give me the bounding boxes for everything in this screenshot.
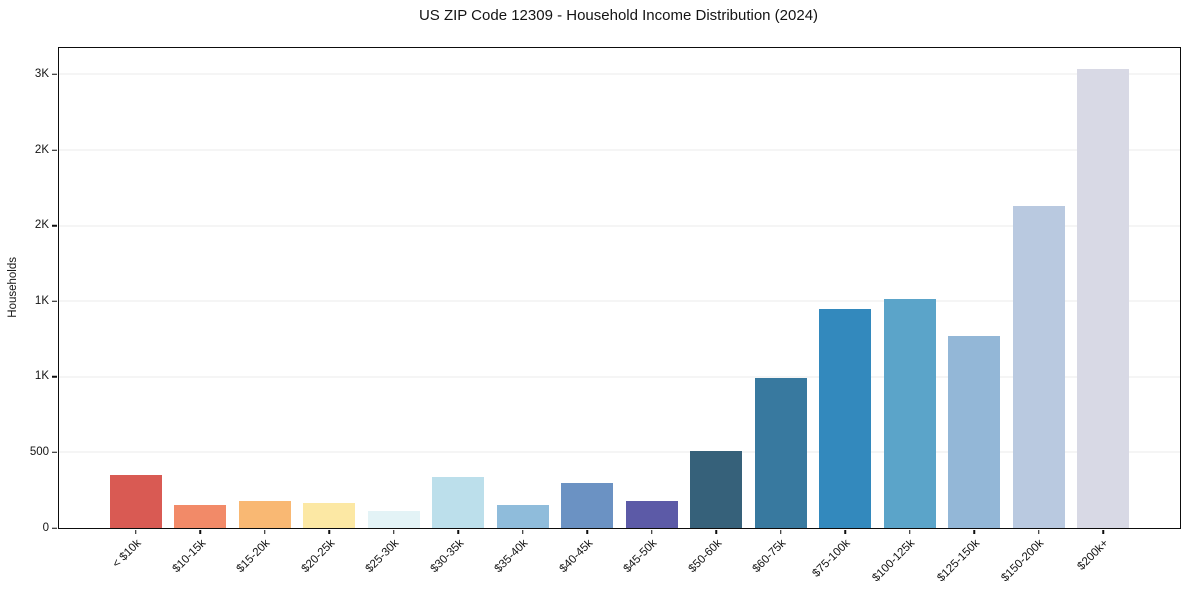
x-tick-label-text: $100-125k (870, 537, 918, 585)
x-tick-mark (393, 529, 395, 534)
x-tick-label-text: $35-40k (492, 537, 531, 576)
gridline (59, 451, 1180, 453)
gridline (59, 149, 1180, 151)
bar (496, 505, 549, 528)
bar (948, 336, 1001, 528)
bar (561, 483, 614, 528)
y-tick-mark (52, 376, 57, 378)
y-tick-mark (52, 224, 57, 227)
bar (109, 475, 162, 528)
y-tick-label: 500 (29, 445, 49, 458)
x-tick-label-text: $40-45k (557, 537, 596, 576)
y-tick-mark (52, 73, 57, 76)
x-tick-label-text: $30-35k (428, 537, 467, 576)
bar (174, 504, 227, 528)
y-tick-label: 3K (34, 67, 49, 80)
x-tick-mark (264, 529, 266, 534)
y-tick-label: 0 (42, 521, 49, 534)
y-tick-mark (52, 527, 57, 529)
bar (367, 511, 420, 528)
x-tick-mark (1102, 529, 1104, 534)
gridline (59, 73, 1180, 75)
x-tick-label-text: $200k+ (1075, 537, 1112, 573)
chart-title: US ZIP Code 12309 - Household Income Dis… (418, 7, 819, 24)
x-tick-mark (199, 529, 201, 534)
x-tick-label-text: $75-100k (810, 537, 854, 580)
y-tick-label: 2K (34, 218, 49, 231)
bar (1077, 69, 1130, 528)
bar (883, 298, 936, 528)
y-tick-label: 1K (34, 294, 49, 307)
x-tick-label-text: $10-15k (170, 537, 209, 576)
bar (303, 503, 356, 528)
bar (1012, 205, 1065, 528)
x-tick-mark (973, 529, 975, 534)
x-tick-mark (908, 529, 911, 534)
x-tick-label-text: $45-50k (621, 537, 660, 576)
x-tick-mark (1037, 529, 1040, 534)
y-tick-label: 1K (34, 370, 49, 383)
gridline (59, 300, 1180, 302)
x-tick-label-text: $25-30k (363, 537, 402, 576)
y-axis-label-text: Households (6, 256, 19, 318)
plot-area: 0 500 1K 1K 2K 2K 3K < $10k $10-15k $15-20k $20-25… (30, 47, 1181, 584)
bar (819, 308, 872, 528)
x-tick-mark (522, 529, 524, 534)
x-tick-label-text: $125-150k (935, 537, 983, 585)
y-tick-mark (52, 300, 57, 302)
x-tick-mark (844, 529, 846, 534)
x-tick-label-text: $60-75k (750, 537, 789, 576)
x-tick-mark (650, 529, 653, 534)
x-tick-mark (135, 529, 137, 534)
x-tick-label-text: $20-25k (299, 537, 338, 576)
x-tick-mark (328, 529, 330, 534)
gridline (59, 376, 1180, 378)
bar (432, 476, 485, 528)
x-tick-mark (779, 529, 782, 534)
x-tick-mark (457, 529, 459, 534)
bar (690, 450, 743, 528)
x-tick-label-text: < $10k (110, 537, 144, 571)
x-tick-label-text: $50-60k (686, 537, 725, 576)
bar (754, 377, 807, 528)
y-tick-mark (52, 149, 57, 151)
y-axis-label: Households (5, 47, 20, 527)
bar (238, 500, 291, 528)
x-tick-label-text: $150-200k (999, 537, 1047, 585)
x-tick-label-text: $15-20k (234, 537, 273, 576)
y-tick-label: 2K (34, 143, 49, 156)
y-tick-mark (52, 451, 57, 454)
bar (625, 500, 678, 528)
x-tick-mark (586, 529, 588, 534)
x-tick-mark (715, 529, 717, 534)
gridline (59, 225, 1180, 227)
